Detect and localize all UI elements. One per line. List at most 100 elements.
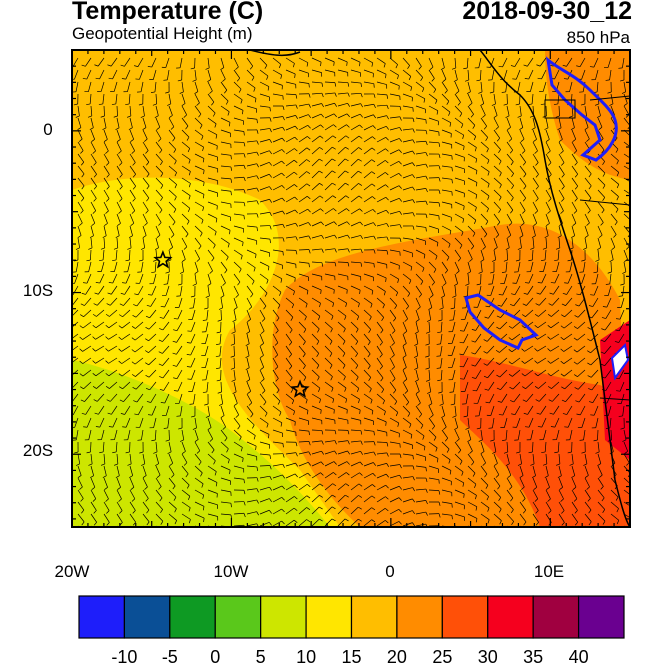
wind-barb — [152, 69, 157, 80]
wind-barb-flag — [412, 465, 415, 470]
wind-barb — [220, 201, 231, 205]
wind-barb-flag — [359, 113, 363, 118]
wind-barb — [285, 236, 296, 239]
wind-barb — [272, 520, 282, 527]
wind-barb — [532, 489, 539, 499]
wind-barb — [553, 405, 560, 415]
wind-barb-flag — [442, 282, 447, 286]
wind-barb-flag — [474, 147, 477, 152]
wind-barb-flag — [471, 340, 476, 343]
wind-barb — [480, 105, 486, 116]
wind-barb — [350, 333, 359, 342]
wind-barb — [376, 261, 387, 265]
wind-barb-flag — [458, 449, 462, 454]
wind-barb — [181, 105, 187, 116]
wind-barb-flag — [224, 437, 228, 442]
wind-barb — [441, 237, 451, 245]
wind-barb — [532, 117, 536, 128]
wind-barb-flag — [371, 290, 374, 295]
wind-barb-flag — [267, 266, 270, 271]
wind-barb-flag — [222, 426, 226, 430]
wind-barb — [259, 369, 265, 380]
colorbar-swatch — [577, 595, 625, 639]
wind-barb — [619, 309, 625, 320]
wind-barb-flag — [431, 282, 435, 286]
wind-barb-flag — [86, 103, 91, 106]
wind-barb — [129, 249, 131, 261]
wind-barb — [524, 357, 534, 364]
wind-barb — [506, 225, 512, 236]
wind-barb — [116, 201, 122, 212]
wind-barb — [90, 249, 92, 261]
wind-barb-flag — [67, 349, 70, 351]
wind-barb — [493, 513, 502, 521]
wind-barb — [324, 285, 335, 291]
wind-barb — [610, 189, 619, 197]
wind-barb — [246, 369, 251, 380]
wind-barb-flag — [425, 511, 428, 516]
wind-barb — [233, 429, 242, 438]
wind-barb-flag — [93, 198, 97, 202]
wind-barb-flag — [130, 486, 135, 490]
wind-barb-flag — [521, 373, 526, 377]
wind-barb — [285, 125, 296, 131]
wind-barb-flag — [544, 475, 549, 478]
wind-barb-flag — [511, 413, 516, 416]
wind-barb — [181, 165, 191, 172]
wind-barb-flag — [435, 447, 438, 452]
wind-barb — [311, 248, 322, 251]
wind-barb — [194, 513, 205, 519]
wind-barb — [103, 477, 108, 488]
wind-barb-flag — [67, 326, 70, 328]
wind-barb-flag — [333, 472, 337, 476]
wind-barb — [83, 309, 92, 317]
wind-barb — [272, 137, 283, 143]
wind-barb-flag — [399, 106, 402, 111]
wind-barb-flag — [386, 442, 389, 447]
wind-barb — [220, 405, 225, 416]
wind-barb — [491, 273, 495, 284]
wind-barb — [493, 165, 502, 173]
wind-barb-flag — [554, 259, 559, 262]
wind-barb-flag — [545, 139, 550, 143]
wind-barb — [584, 477, 590, 488]
wind-barb — [454, 213, 464, 220]
wind-barb-flag — [174, 520, 177, 525]
wind-barb-flag — [561, 399, 566, 403]
wind-barb — [99, 69, 105, 80]
wind-barb — [441, 213, 452, 218]
wind-barb-flag — [105, 210, 109, 214]
wind-barb-flag — [487, 507, 490, 512]
wind-barb-flag — [290, 389, 294, 393]
wind-barb-flag — [483, 339, 488, 342]
wind-barb-flag — [450, 403, 455, 406]
wind-barb-flag — [463, 67, 468, 70]
wind-barb — [480, 81, 483, 92]
wind-barb-flag — [93, 399, 98, 402]
wind-barb — [90, 513, 97, 523]
wind-barb-flag — [631, 160, 632, 164]
wind-barb — [272, 81, 283, 86]
wind-barb-flag — [151, 439, 156, 442]
wind-barb — [415, 57, 422, 67]
wind-barb — [493, 249, 497, 260]
wind-barb — [134, 333, 144, 341]
wind-barb — [402, 487, 413, 491]
wind-barb — [623, 441, 628, 452]
wind-barb — [597, 165, 606, 174]
wind-barb — [467, 249, 473, 260]
wind-barb — [569, 429, 573, 440]
wind-barb-flag — [385, 209, 389, 214]
wind-barb-flag — [202, 194, 205, 199]
wind-barb — [116, 465, 120, 476]
wind-barb — [72, 285, 79, 295]
wind-barb — [142, 105, 145, 116]
wind-barb — [454, 105, 463, 114]
wind-barb — [168, 105, 173, 116]
wind-barb — [519, 201, 526, 211]
wind-barb — [155, 465, 161, 476]
wind-barb — [454, 453, 463, 462]
wind-barb — [525, 309, 534, 317]
wind-barb — [125, 273, 131, 284]
wind-barb-flag — [74, 451, 79, 454]
